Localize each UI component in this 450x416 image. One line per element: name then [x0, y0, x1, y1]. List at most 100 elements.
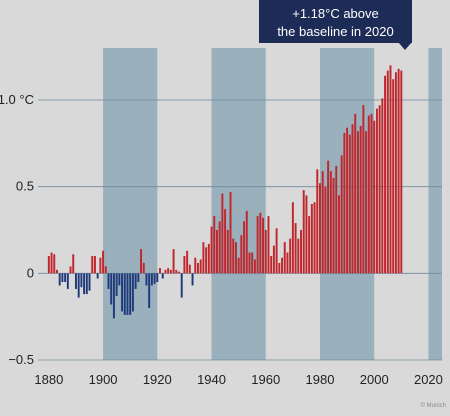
bar-1956 [253, 259, 256, 274]
x-tick-label: 1900 [89, 372, 118, 387]
bar-1988 [340, 155, 343, 274]
bar-2003 [381, 98, 384, 274]
bar-1982 [324, 186, 327, 274]
bar-1938 [205, 247, 208, 274]
bar-1955 [251, 252, 254, 274]
bar-1980 [319, 183, 321, 274]
bar-2010 [400, 70, 403, 274]
bar-1954 [248, 252, 251, 274]
y-tick-label: 0.5 [16, 179, 34, 194]
bar-1908 [123, 273, 126, 315]
bar-1928 [178, 271, 180, 274]
bar-1946 [226, 230, 229, 274]
x-tick-label: 1920 [143, 372, 172, 387]
bar-1949 [234, 242, 237, 274]
bar-1947 [229, 191, 232, 274]
bar-1966 [281, 257, 284, 274]
callout-line-1: +1.18°C above [292, 6, 379, 21]
shaded-band-3 [428, 48, 442, 360]
bar-1911 [131, 273, 134, 312]
bar-1965 [278, 262, 281, 274]
bar-1888 [69, 266, 72, 274]
bar-1914 [140, 249, 143, 274]
bar-1969 [289, 238, 292, 274]
bar-1897 [93, 256, 96, 274]
bar-2001 [375, 108, 378, 274]
y-tick-label: 1.0 °C [0, 92, 34, 107]
bar-1943 [218, 221, 221, 274]
shaded-band-1 [211, 48, 266, 360]
bar-1890 [74, 273, 77, 289]
bar-1894 [85, 273, 88, 295]
bar-1886 [64, 273, 67, 282]
bar-1999 [370, 113, 373, 274]
bar-1992 [351, 124, 354, 274]
bar-1909 [126, 273, 129, 315]
bar-1917 [148, 273, 151, 308]
bar-1972 [297, 238, 300, 274]
bar-1893 [83, 273, 86, 295]
bar-1931 [186, 250, 189, 274]
bar-1883 [56, 269, 58, 274]
bar-1929 [180, 273, 183, 298]
bar-2004 [384, 75, 387, 274]
bar-1902 [107, 273, 110, 289]
bar-1884 [58, 273, 61, 286]
bar-1905 [115, 273, 118, 296]
bar-1981 [321, 171, 324, 274]
bar-1904 [112, 273, 115, 319]
bar-2000 [373, 120, 376, 274]
bar-1898 [96, 273, 99, 279]
bar-1921 [159, 268, 161, 274]
bar-1910 [129, 273, 132, 315]
bar-1924 [167, 268, 170, 274]
bar-1952 [243, 221, 246, 274]
bar-1974 [302, 190, 305, 274]
bar-1960 [264, 230, 267, 274]
bar-1993 [354, 113, 357, 274]
bar-1990 [346, 127, 349, 274]
bar-1950 [237, 257, 240, 274]
bar-1984 [329, 171, 332, 274]
bar-1951 [240, 235, 243, 274]
bar-2008 [394, 72, 397, 274]
x-tick-label: 2000 [360, 372, 389, 387]
bar-1907 [121, 273, 124, 312]
bar-1968 [286, 252, 289, 274]
bar-1925 [169, 269, 172, 274]
bar-1958 [259, 212, 262, 274]
bar-1913 [137, 273, 140, 282]
annotation-callout: +1.18°C above the baseline in 2020 [259, 0, 412, 43]
bar-1918 [150, 273, 153, 286]
x-tick-label: 1960 [251, 372, 280, 387]
y-tick-label: −0.5 [8, 352, 34, 367]
bar-1978 [313, 202, 316, 274]
bar-1983 [327, 160, 330, 274]
bar-1930 [183, 256, 186, 274]
bar-1912 [134, 273, 137, 289]
bar-1919 [153, 273, 156, 284]
bar-1985 [332, 178, 335, 274]
bar-1896 [91, 256, 94, 274]
bar-2002 [378, 105, 381, 274]
bar-1922 [161, 273, 164, 279]
bar-1945 [224, 209, 227, 274]
bar-1937 [202, 242, 205, 274]
bar-1989 [343, 132, 346, 274]
bar-1936 [199, 259, 202, 274]
bar-1962 [270, 256, 273, 274]
bar-1971 [294, 223, 297, 274]
bar-1977 [310, 204, 313, 274]
bar-1973 [300, 230, 302, 274]
bar-1892 [80, 273, 83, 288]
x-tick-label: 1880 [34, 372, 63, 387]
bar-1941 [213, 216, 216, 274]
bar-1996 [362, 105, 365, 274]
x-tick-label: 2020 [414, 372, 443, 387]
bar-1961 [267, 216, 270, 274]
bar-1900 [102, 250, 105, 274]
bar-1939 [207, 243, 210, 274]
bar-1959 [262, 217, 265, 274]
